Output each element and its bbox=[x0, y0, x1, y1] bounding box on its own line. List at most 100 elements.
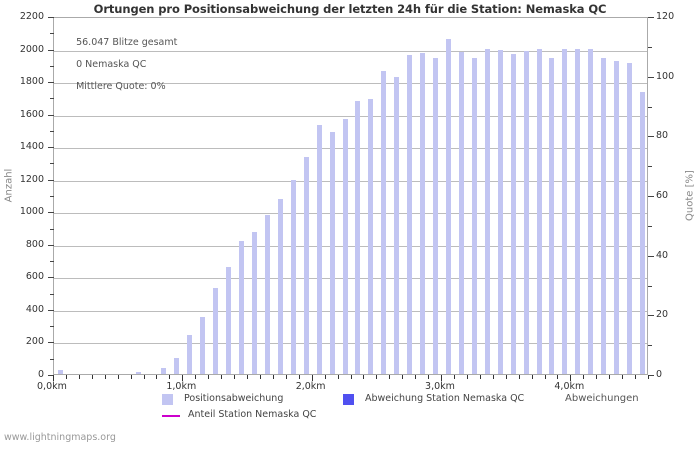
x-axis-minor-tick bbox=[389, 375, 391, 379]
y2-axis-tick bbox=[648, 76, 654, 78]
x-axis-major-tick bbox=[570, 375, 572, 381]
gridline bbox=[54, 245, 647, 247]
x-axis-minor-tick bbox=[350, 375, 352, 379]
subtitle-quote: Mittlere Quote: 0% bbox=[76, 81, 166, 92]
y-axis-tick-label: 0 bbox=[37, 369, 44, 380]
x-axis-minor-tick bbox=[65, 375, 67, 379]
y-axis-right-labels: 0 20 40 60 80 100 120 bbox=[656, 0, 700, 450]
x-axis-minor-tick bbox=[557, 375, 559, 379]
gridline bbox=[54, 343, 647, 345]
x-axis-minor-tick bbox=[466, 375, 468, 379]
y2-axis-tick-label: 40 bbox=[656, 249, 669, 261]
y2-axis-tick-label: 80 bbox=[656, 130, 669, 142]
x-axis-minor-tick bbox=[324, 375, 326, 379]
x-axis-minor-tick bbox=[479, 375, 481, 379]
y-axis-tick bbox=[48, 49, 54, 51]
x-axis-minor-tick bbox=[583, 375, 585, 379]
x-axis-minor-tick bbox=[648, 375, 649, 379]
bar bbox=[290, 180, 296, 374]
y-axis-tick bbox=[48, 114, 54, 116]
bar bbox=[588, 49, 594, 374]
y-axis-tick-label: 1000 bbox=[19, 206, 44, 218]
y-axis-minor-tick bbox=[50, 293, 54, 295]
bar bbox=[329, 131, 335, 374]
y2-axis-tick bbox=[648, 136, 654, 138]
bar bbox=[187, 334, 193, 374]
y2-axis-tick bbox=[648, 255, 654, 257]
x-axis-minor-tick bbox=[492, 375, 494, 379]
y-axis-minor-tick bbox=[50, 228, 54, 230]
x-axis-minor-tick bbox=[247, 375, 249, 379]
y2-axis-minor-tick bbox=[648, 345, 652, 347]
y-axis-tick bbox=[48, 179, 54, 181]
y-axis-tick-label: 1600 bbox=[19, 108, 44, 120]
bar bbox=[601, 57, 607, 374]
x-axis-minor-tick bbox=[156, 375, 158, 379]
x-axis-minor-tick bbox=[130, 375, 132, 379]
legend-label: Anteil Station Nemaska QC bbox=[188, 409, 317, 420]
x-axis-minor-tick bbox=[117, 375, 119, 379]
x-axis-title: Abweichungen bbox=[565, 393, 639, 404]
bar bbox=[407, 55, 413, 374]
bar bbox=[368, 99, 374, 374]
y-axis-minor-tick bbox=[50, 326, 54, 328]
y2-axis-tick-label: 60 bbox=[656, 190, 669, 201]
x-axis-tick-label: 2,0km bbox=[295, 381, 326, 392]
gridline bbox=[54, 115, 647, 117]
gridline bbox=[54, 180, 647, 182]
bar bbox=[161, 367, 167, 374]
y-axis-tick bbox=[48, 277, 54, 279]
x-axis-major-tick bbox=[441, 375, 443, 381]
x-axis-minor-tick bbox=[596, 375, 598, 379]
bar bbox=[213, 287, 219, 374]
y2-axis-tick bbox=[648, 196, 654, 197]
y-axis-tick bbox=[48, 309, 54, 311]
bar bbox=[575, 48, 581, 374]
y-axis-tick-label: 1200 bbox=[19, 173, 44, 185]
bar bbox=[523, 51, 529, 374]
x-axis-tick-label: 4,0km bbox=[554, 381, 585, 392]
y2-axis-tick-label: 120 bbox=[656, 11, 675, 22]
bar bbox=[277, 199, 283, 374]
bar bbox=[303, 156, 309, 374]
y2-axis-tick-label: 0 bbox=[656, 369, 663, 380]
x-axis-labels: 0,0km 1,0km 2,0km 3,0km 4,0km bbox=[0, 381, 700, 395]
legend-swatch bbox=[343, 394, 354, 405]
y-axis-tick bbox=[48, 375, 54, 376]
y-axis-minor-tick bbox=[50, 261, 54, 263]
bar bbox=[614, 60, 620, 374]
y-axis-tick bbox=[48, 212, 54, 214]
y2-axis-minor-tick bbox=[648, 46, 652, 48]
y2-axis-tick-label: 100 bbox=[656, 70, 675, 82]
x-axis-minor-tick bbox=[337, 375, 339, 379]
y-axis-minor-tick bbox=[50, 358, 54, 360]
bar bbox=[446, 38, 451, 374]
plot-area: 56.047 Blitze gesamt 0 Nemaska QC Mittle… bbox=[53, 17, 648, 375]
x-axis-ticks bbox=[53, 375, 649, 381]
x-axis-major-tick bbox=[311, 375, 313, 381]
x-axis-major-tick bbox=[53, 375, 54, 381]
y-axis-minor-tick bbox=[50, 130, 54, 132]
x-axis-minor-tick bbox=[518, 375, 520, 379]
x-axis-minor-tick bbox=[91, 375, 93, 379]
y-axis-tick-label: 1400 bbox=[19, 141, 44, 153]
bar bbox=[174, 357, 180, 374]
gridline bbox=[54, 83, 647, 85]
x-axis-major-tick bbox=[182, 375, 184, 381]
chart-legend: Positionsabweichung Abweichung Station Ne… bbox=[0, 393, 700, 427]
x-axis-minor-tick bbox=[234, 375, 236, 379]
x-axis-minor-tick bbox=[259, 375, 261, 379]
y2-axis-minor-tick bbox=[648, 225, 652, 227]
y-axis-minor-tick bbox=[50, 163, 54, 165]
gridline bbox=[54, 148, 647, 150]
x-axis-minor-tick bbox=[544, 375, 546, 379]
x-axis-minor-tick bbox=[143, 375, 145, 379]
bar bbox=[562, 48, 568, 374]
y-axis-tick-label: 800 bbox=[25, 238, 44, 250]
legend-label: Positionsabweichung bbox=[184, 393, 284, 404]
gridline bbox=[54, 50, 647, 52]
gridline bbox=[54, 278, 647, 280]
x-axis-minor-tick bbox=[622, 375, 624, 379]
bar bbox=[510, 54, 516, 374]
y-axis-right-title: Quote [%] bbox=[684, 170, 696, 221]
